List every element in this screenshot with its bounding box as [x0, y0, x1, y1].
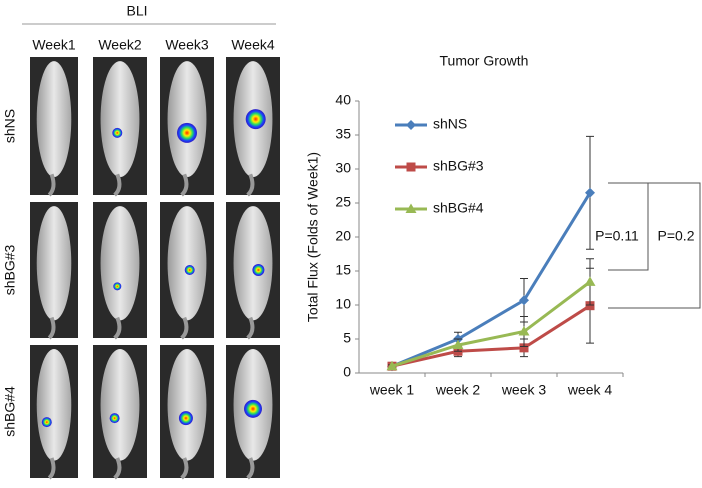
chart-title: Tumor Growth [440, 53, 529, 69]
mouse-tail [113, 173, 122, 197]
series-line [391, 192, 592, 368]
mouse-tail [180, 316, 189, 340]
bracket [608, 182, 649, 271]
y-tick-label: 15 [335, 262, 351, 278]
mouse-tail [180, 173, 189, 197]
marker [584, 276, 596, 286]
annotation: P=0.11 [595, 228, 639, 244]
mouse-body [233, 206, 273, 321]
mouse-tail [180, 457, 189, 480]
bli-signal [184, 265, 195, 275]
marker [452, 339, 464, 350]
mouse-tail [246, 173, 255, 197]
bracket [608, 182, 701, 309]
mouse-body [36, 348, 72, 461]
y-tick-label: 10 [335, 296, 351, 312]
y-tick-label: 5 [343, 330, 351, 346]
y-tick-label: 35 [335, 126, 351, 142]
bli-signal [113, 282, 122, 291]
bli-signal [178, 411, 193, 426]
column-label: Week2 [98, 37, 142, 53]
column-label: Week1 [32, 37, 76, 53]
mouse-body [167, 61, 207, 178]
row-label: shBG#4 [2, 386, 18, 437]
marker [519, 295, 529, 306]
mouse-tail [47, 316, 56, 340]
mouse-body [36, 61, 72, 178]
column-label: Week3 [165, 37, 209, 53]
marker [519, 343, 529, 353]
bli-signal [245, 109, 266, 130]
bli-signal [41, 417, 52, 428]
mouse-body [167, 348, 207, 461]
marker [406, 162, 416, 172]
mouse-tail [246, 457, 255, 480]
series-line [391, 280, 591, 368]
marker [585, 301, 595, 311]
mouse-body [100, 348, 140, 461]
series-line [391, 304, 591, 368]
mouse-tail [246, 316, 255, 340]
legend-label: shBG#3 [433, 158, 484, 174]
panel-title: BLI [126, 3, 147, 19]
y-tick-label: 25 [335, 194, 351, 210]
bli-signal [177, 122, 197, 143]
bli-signal [109, 413, 120, 424]
y-tick-label: 0 [343, 364, 351, 380]
mouse-body [167, 206, 207, 321]
marker [406, 120, 416, 130]
legend-label: shNS [433, 116, 467, 132]
marker [518, 326, 530, 336]
mouse-body [36, 206, 72, 321]
mouse-body [100, 61, 140, 178]
y-axis-label: Total Flux (Folds of Week1) [305, 152, 321, 322]
x-tick-label: week 1 [369, 382, 415, 398]
row-label: shBG#3 [2, 244, 18, 295]
mouse-body [100, 206, 140, 321]
x-tick-label: week 3 [501, 382, 547, 398]
annotation: P=0.2 [658, 228, 695, 244]
y-tick-label: 20 [335, 228, 351, 244]
x-tick-label: week 4 [567, 382, 613, 398]
x-tick-label: week 2 [435, 382, 481, 398]
marker [386, 360, 398, 371]
image-grid [30, 57, 280, 480]
bli-signal [252, 264, 265, 276]
legend-label: shBG#4 [433, 200, 484, 216]
column-label: Week4 [231, 37, 275, 53]
marker [585, 187, 595, 198]
mouse-tail [47, 173, 56, 197]
mouse-tail [113, 316, 122, 340]
marker [405, 203, 417, 213]
bli-signal [112, 127, 123, 138]
mouse-tail [47, 457, 56, 480]
bli-signal [244, 399, 262, 418]
y-tick-label: 40 [335, 92, 351, 108]
y-tick-label: 30 [335, 160, 351, 176]
row-label: shNS [2, 109, 18, 143]
mouse-tail [113, 457, 122, 480]
